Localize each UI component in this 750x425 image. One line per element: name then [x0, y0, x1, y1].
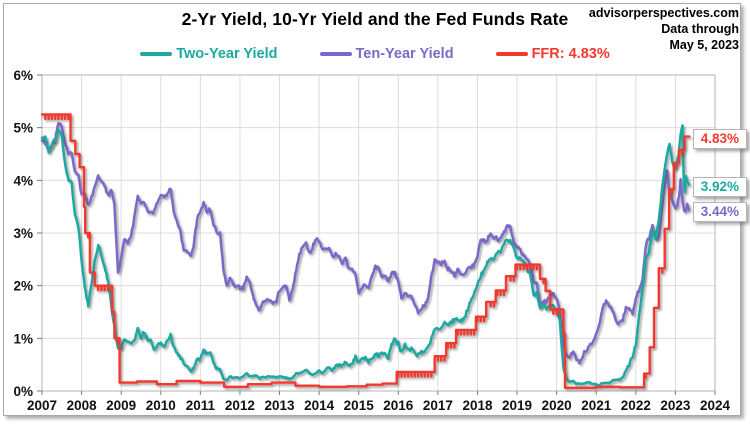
- x-tick-label: 2022: [621, 398, 651, 413]
- y-tick-label: 6%: [13, 68, 33, 83]
- x-tick-label: 2018: [462, 398, 493, 413]
- y-axis-labels: 0% 1% 2% 3% 4% 5% 6%: [13, 68, 33, 399]
- x-tick-label: 2007: [27, 398, 57, 413]
- y-tick-label: 5%: [13, 121, 33, 136]
- y-tick-label: 2%: [13, 279, 33, 294]
- legend-item-ffr-4-83: FFR: 4.83%: [495, 46, 610, 62]
- chart-title: 2-Yr Yield, 10-Yr Yield and the Fed Fund…: [181, 9, 569, 29]
- x-tick-label: 2011: [186, 398, 216, 413]
- chart-outer-frame: [3, 3, 741, 416]
- end-value-label-3-44: 3.44%: [692, 201, 747, 222]
- x-tick-label: 2016: [383, 398, 414, 413]
- y-tick-label: 0%: [13, 384, 33, 399]
- y-tick-label: 1%: [13, 331, 33, 346]
- end-value-label-3-92: 3.92%: [692, 176, 747, 197]
- source-attribution: advisorperspectives.com Data through May…: [589, 5, 739, 53]
- x-tick-label: 2015: [344, 398, 375, 413]
- legend-label: Ten-Year Yield: [355, 46, 454, 62]
- axis-ticks: [37, 74, 716, 395]
- series-two-year-yield: [40, 124, 691, 388]
- legend: Two-Year Yield Ten-Year Yield FFR: 4.83%: [0, 46, 750, 62]
- legend-line-swatch: [140, 52, 173, 56]
- data-through-date: May 5, 2023: [669, 38, 740, 52]
- x-tick-label: 2023: [660, 398, 691, 413]
- x-tick-label: 2009: [106, 398, 136, 413]
- data-through-label: Data through: [661, 22, 739, 36]
- gridlines: [41, 74, 716, 392]
- legend-line-swatch: [495, 52, 528, 56]
- y-tick-label: 3%: [13, 226, 33, 241]
- y-tick-label: 4%: [13, 173, 33, 188]
- x-tick-label: 2019: [502, 398, 532, 413]
- x-tick-label: 2020: [542, 398, 572, 413]
- legend-line-swatch: [319, 52, 352, 56]
- series-ten-year-yield: [40, 121, 691, 365]
- legend-item-ten-year-yield: Ten-Year Yield: [319, 46, 454, 62]
- source-site: advisorperspectives.com: [588, 6, 739, 20]
- x-tick-label: 2010: [146, 398, 176, 413]
- x-tick-label: 2021: [581, 398, 612, 413]
- x-tick-label: 2013: [265, 398, 296, 413]
- legend-item-two-year-yield: Two-Year Yield: [140, 46, 278, 62]
- x-tick-label: 2014: [304, 398, 335, 413]
- legend-label: Two-Year Yield: [176, 46, 278, 62]
- x-axis-labels: 2007 2008 2009 2010 2011 2012 2013 2014 2015 2016…: [27, 398, 731, 413]
- x-tick-label: 2012: [225, 398, 255, 413]
- x-tick-label: 2008: [67, 398, 98, 413]
- end-value-label-4-83: 4.83%: [692, 128, 747, 149]
- series-ffr: [40, 113, 691, 389]
- x-tick-label: 2017: [423, 398, 453, 413]
- x-tick-label: 2024: [700, 398, 731, 413]
- legend-label: FFR: 4.83%: [531, 46, 610, 62]
